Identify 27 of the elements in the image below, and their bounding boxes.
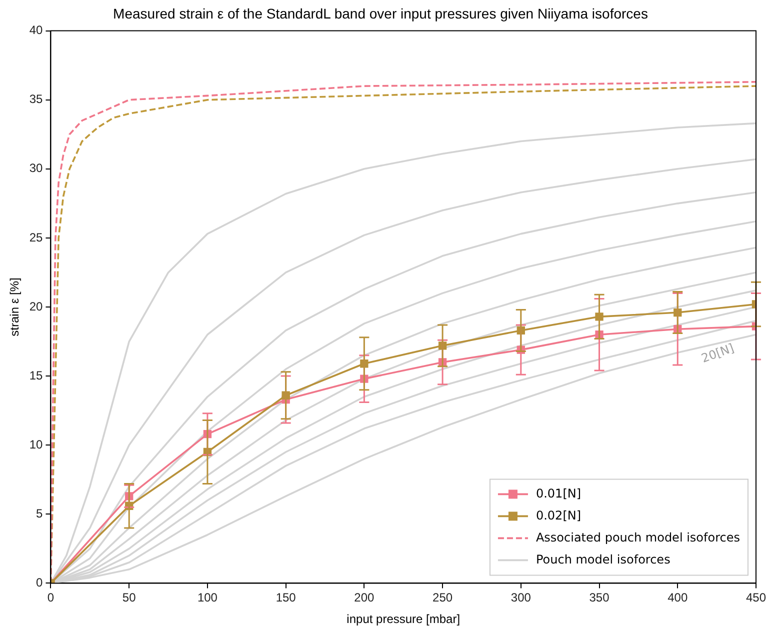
- x-tick-label: 250: [432, 590, 453, 605]
- legend-label: Associated pouch model isoforces: [536, 530, 740, 544]
- y-tick-label: 30: [29, 161, 44, 176]
- y-tick-label: 15: [29, 368, 44, 382]
- annotation: 20[N]: [700, 340, 736, 366]
- x-tick-label: 450: [746, 590, 766, 605]
- y-axis-title: strain ε [%]: [8, 278, 22, 336]
- x-tick-label: 350: [589, 590, 610, 605]
- legend-label: Pouch model isoforces: [536, 552, 670, 566]
- legend-label: 0.02[N]: [536, 508, 582, 522]
- x-tick-label: 150: [276, 590, 296, 605]
- y-tick-label: 0: [36, 576, 44, 590]
- y-tick-label: 35: [29, 92, 44, 106]
- x-tick-label: 50: [122, 590, 136, 605]
- x-tick-label: 0: [47, 590, 54, 605]
- y-tick-label: 10: [29, 437, 44, 452]
- x-tick-label: 400: [668, 590, 688, 605]
- y-tick-label: 40: [29, 23, 44, 38]
- y-tick-label: 5: [36, 506, 44, 520]
- legend-label: 0.01[N]: [536, 486, 582, 500]
- x-axis-title: input pressure [mbar]: [346, 612, 460, 626]
- x-tick-label: 100: [197, 590, 218, 605]
- y-tick-label: 25: [29, 230, 44, 244]
- x-tick-label: 200: [354, 590, 375, 605]
- x-tick-label: 300: [510, 590, 532, 605]
- y-tick-label: 20: [29, 299, 44, 314]
- chart-title: Measured strain ε of the StandardL band over input pressures given Niiyama isoforces: [113, 5, 648, 22]
